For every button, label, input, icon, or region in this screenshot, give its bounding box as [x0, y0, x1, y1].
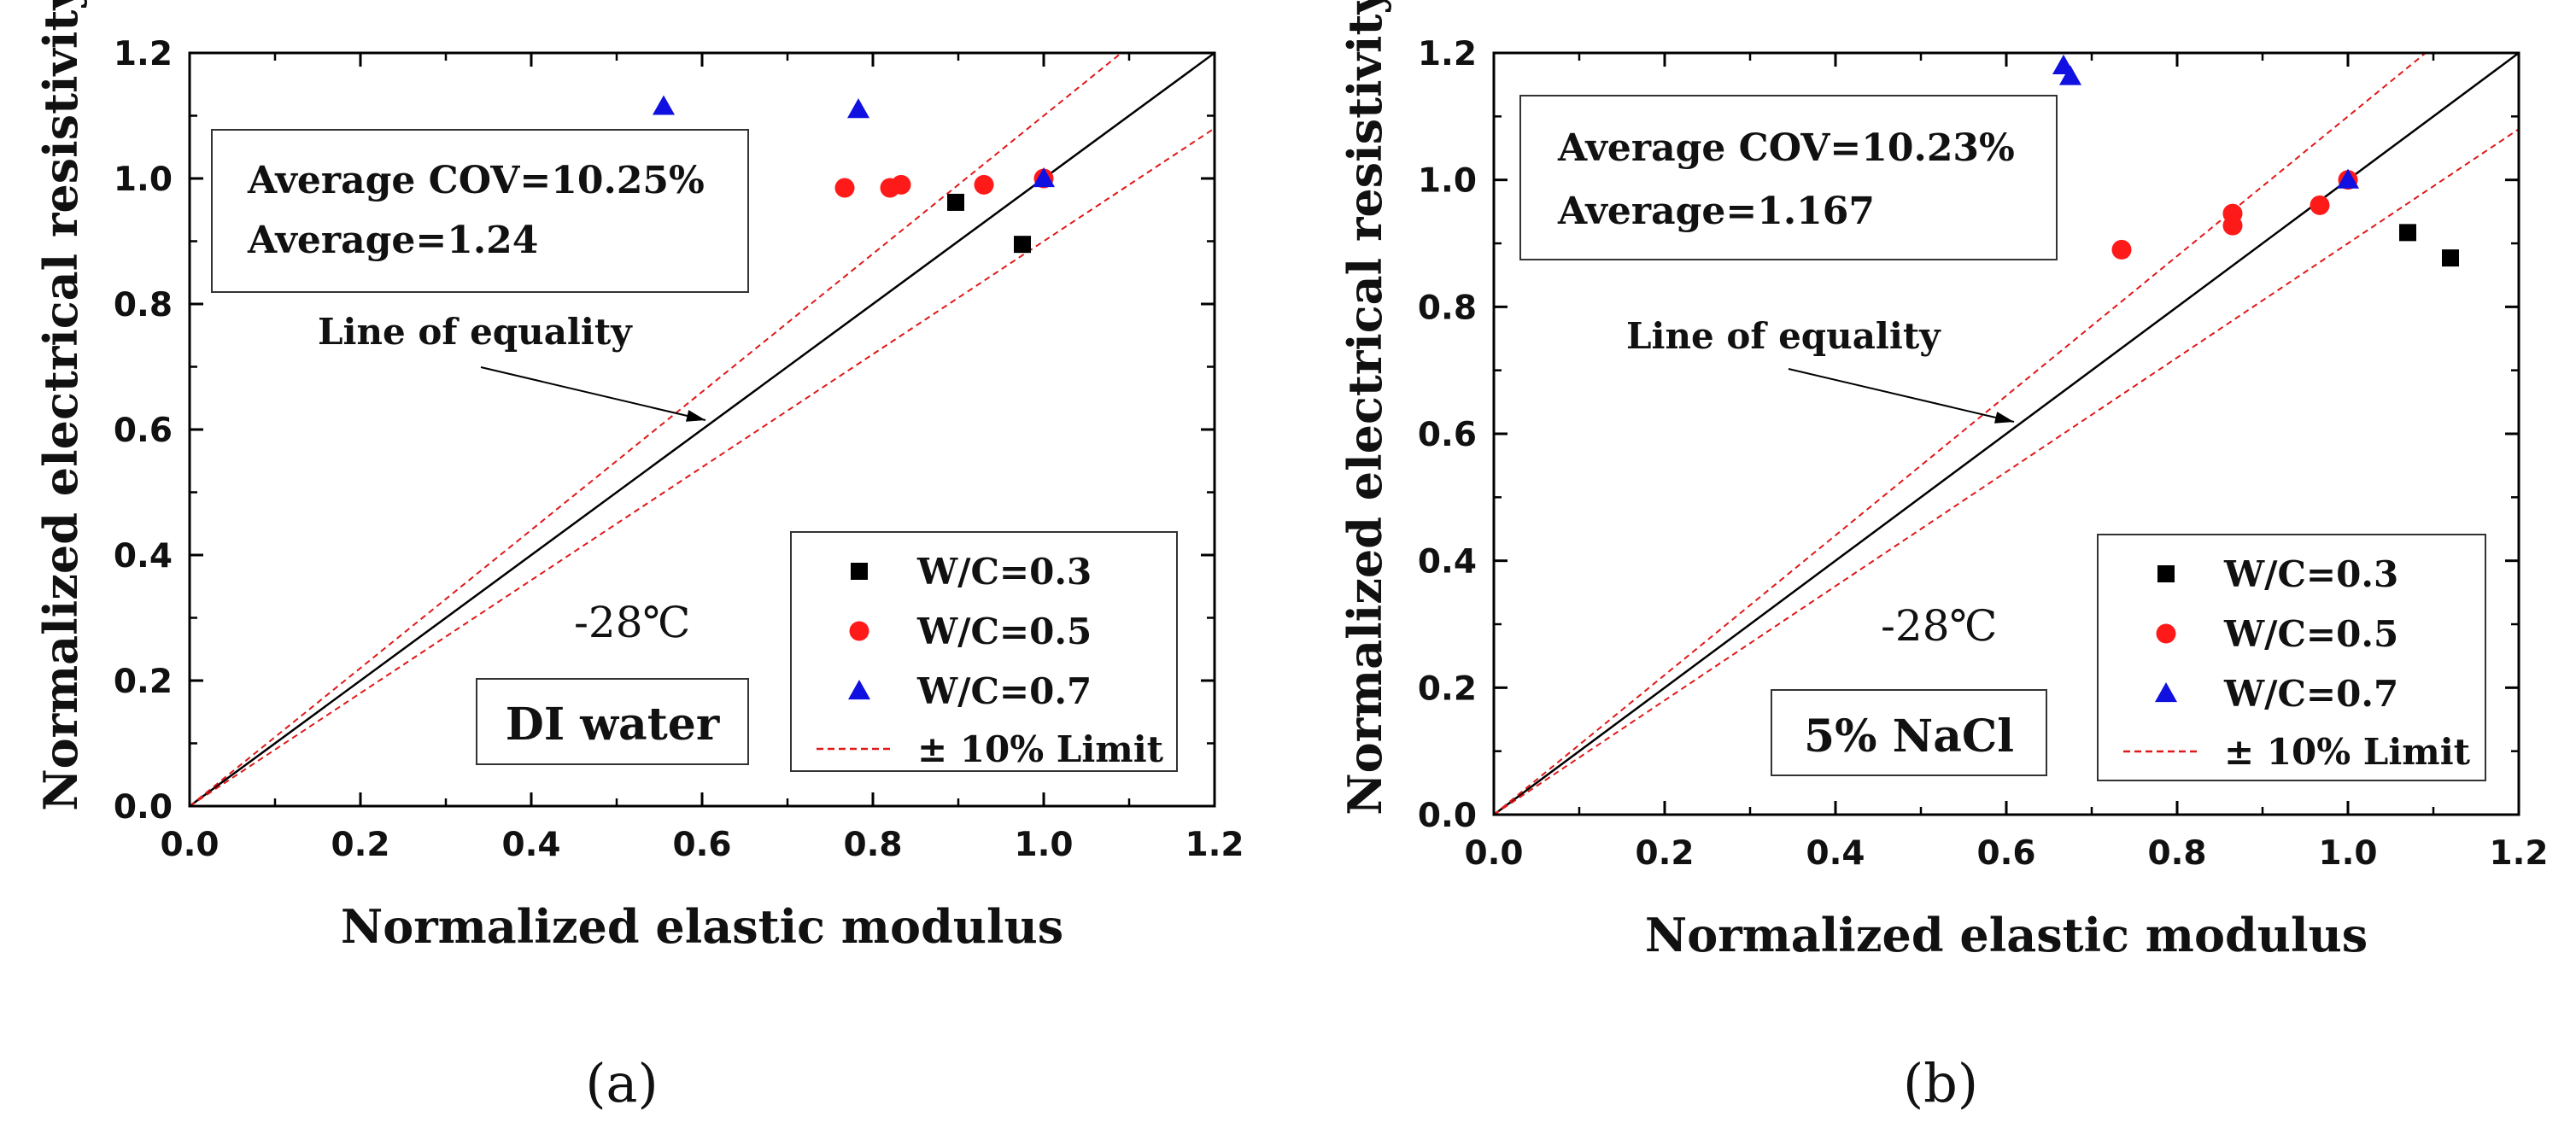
legend-limit-label: ± 10% Limit	[2224, 731, 2471, 773]
legend-marker-icon	[851, 563, 868, 580]
equality-arrow	[480, 366, 706, 421]
equality-arrow	[1788, 368, 2015, 423]
legend-entry-label: W/C=0.3	[2223, 553, 2398, 595]
y-tick-label: 0.8	[114, 286, 173, 324]
x-tick-label: 0.4	[1806, 834, 1865, 873]
data-point-triangle	[846, 98, 870, 119]
y-tick-label: 1.2	[114, 35, 173, 73]
y-tick-label: 1.0	[1418, 162, 1477, 201]
data-point-circle	[834, 178, 855, 198]
y-tick-label: 1.2	[1418, 35, 1477, 73]
data-point-circle	[2111, 239, 2132, 260]
legend-marker-icon	[849, 621, 869, 641]
arrow-head-icon	[1993, 412, 2014, 424]
y-tick-label: 0.8	[1418, 289, 1477, 327]
chart-panel-b: 0.0 0.2 0.4 0.6 0.8 1.0 1.2 0.0 0.2 0.4 0.6 0.8 1.0 1…	[1338, 0, 2549, 1114]
x-tick-label: 0.2	[1635, 834, 1694, 873]
x-tick-label: 1.2	[1185, 826, 1244, 864]
x-tick-label: 0.8	[2147, 834, 2206, 873]
x-tick-label: 0.6	[672, 826, 731, 864]
solution-box	[476, 678, 749, 765]
x-tick-label: 0.8	[843, 826, 902, 864]
y-tick-label: 0.0	[114, 788, 173, 827]
plus-10-limit-line	[190, 53, 1122, 806]
x-tick-label: 1.0	[1014, 826, 1073, 864]
x-axis-label: Normalized elastic modulus	[1645, 908, 2368, 962]
panel-caption: (b)	[1903, 1052, 1978, 1114]
data-point-circle	[2222, 215, 2243, 236]
stats-box	[1519, 95, 2058, 260]
data-point-circle	[2310, 195, 2330, 215]
stats-box	[211, 129, 749, 293]
solution-box	[1771, 689, 2047, 776]
average-cov-text: Average COV=10.23%	[1557, 126, 2015, 170]
x-tick-label: 0.4	[501, 826, 560, 864]
y-tick-label: 0.2	[114, 663, 173, 701]
data-point-square	[1014, 236, 1031, 254]
x-tick-label: 0.6	[1976, 834, 2035, 873]
legend-marker-icon	[847, 679, 871, 700]
minus-10-limit-line	[1494, 128, 2519, 815]
data-point-circle	[974, 174, 994, 195]
line-of-equality-label: Line of equality	[318, 311, 633, 353]
y-tick-label: 0.6	[1418, 416, 1477, 454]
x-tick-label: 0.2	[331, 826, 389, 864]
temperature-label: -28℃	[574, 598, 690, 647]
y-tick-label: 0.6	[114, 412, 173, 450]
y-tick-label: 0.4	[114, 537, 173, 576]
average-text: Average=1.167	[1557, 190, 1875, 233]
x-axis-label: Normalized elastic modulus	[341, 899, 1063, 954]
y-tick-label: 0.2	[1418, 669, 1477, 708]
legend-limit-label: ± 10% Limit	[917, 728, 1164, 770]
average-cov-text: Average COV=10.25%	[247, 159, 705, 202]
x-tick-label: 1.2	[2489, 834, 2548, 873]
legend-marker-icon	[2156, 623, 2176, 644]
data-point-triangle	[1032, 167, 1056, 188]
legend-entry-label: W/C=0.7	[916, 670, 1092, 712]
legend-entry-label: W/C=0.5	[2223, 613, 2398, 655]
data-point-square	[2442, 249, 2459, 267]
data-point-circle	[891, 174, 911, 195]
data-point-triangle	[652, 95, 676, 115]
data-point-square	[947, 193, 964, 211]
line-of-equality-label: Line of equality	[1626, 315, 1941, 357]
legend-entry-label: W/C=0.5	[916, 611, 1092, 652]
data-point-triangle	[2336, 168, 2360, 189]
data-point-triangle	[2058, 65, 2082, 85]
y-axis-label: Normalized electrical resistivity	[1338, 0, 1392, 815]
panel-caption: (a)	[585, 1052, 658, 1114]
legend-marker-icon	[2157, 565, 2175, 582]
arrow-head-icon	[685, 410, 705, 422]
legend-marker-icon	[2154, 681, 2178, 703]
average-text: Average=1.24	[247, 219, 538, 262]
y-tick-label: 0.0	[1418, 797, 1477, 835]
chart-panel-a: 0.0 0.2 0.4 0.6 0.8 1.0 1.2 0.0 0.2 0.4 0.6 0.8 1.0 1…	[33, 0, 1244, 1114]
legend-entry-label: W/C=0.3	[916, 551, 1092, 593]
temperature-label: -28℃	[1881, 601, 1997, 651]
y-tick-label: 1.0	[114, 161, 173, 199]
y-axis-label: Normalized electrical resistivity	[33, 0, 88, 811]
solution-label: DI water	[506, 699, 720, 751]
x-tick-label: 0.0	[160, 826, 219, 864]
data-point-square	[2399, 224, 2416, 242]
x-tick-label: 1.0	[2318, 834, 2377, 873]
x-tick-label: 0.0	[1464, 834, 1523, 873]
legend-entry-label: W/C=0.7	[2223, 673, 2398, 715]
y-tick-label: 0.4	[1418, 543, 1477, 582]
solution-label: 5% NaCl	[1804, 710, 2014, 763]
plus-10-limit-line	[1494, 53, 2427, 815]
